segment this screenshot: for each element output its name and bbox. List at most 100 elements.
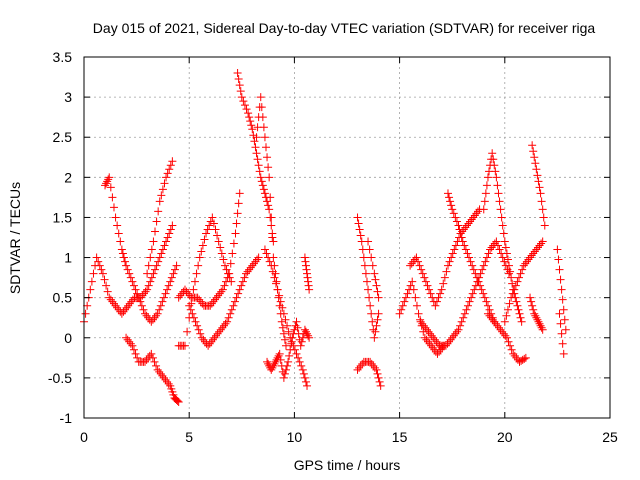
y-axis-label: SDTVAR / TECUs: [7, 182, 23, 294]
chart-title: Day 015 of 2021, Sidereal Day-to-day VTE…: [93, 20, 596, 36]
data-point: [513, 301, 522, 310]
data-point: [469, 265, 478, 274]
data-point: [468, 289, 477, 298]
data-point: [512, 297, 521, 306]
data-point: [511, 281, 520, 290]
data-point: [265, 173, 274, 182]
data-point: [505, 299, 514, 308]
data-point: [372, 365, 381, 374]
data-point: [498, 253, 507, 262]
data-point: [150, 357, 159, 366]
data-point: [108, 297, 117, 306]
data-point: [482, 297, 491, 306]
data-point: [292, 317, 301, 326]
data-point: [532, 245, 541, 254]
data-point: [218, 285, 227, 294]
data-point: [113, 303, 122, 312]
data-point: [236, 87, 245, 96]
data-point: [464, 219, 473, 228]
data-point: [534, 317, 543, 326]
data-point: [152, 217, 161, 226]
data-point: [125, 337, 134, 346]
data-point: [148, 353, 157, 362]
data-point: [248, 261, 257, 270]
data-point: [256, 93, 265, 102]
data-point: [273, 285, 282, 294]
data-point: [368, 317, 377, 326]
data-point: [271, 357, 280, 366]
data-point: [495, 323, 504, 332]
data-point: [370, 363, 379, 372]
data-point: [98, 269, 107, 278]
data-point: [209, 219, 218, 228]
data-point: [495, 197, 504, 206]
data-point: [488, 315, 497, 324]
data-point: [212, 331, 221, 340]
data-point: [234, 289, 243, 298]
x-tick-label: 25: [602, 429, 618, 445]
data-point: [152, 361, 161, 370]
data-point: [302, 265, 311, 274]
data-point: [265, 205, 274, 214]
data-point: [300, 325, 309, 334]
series-z: [555, 309, 568, 358]
data-point: [535, 319, 544, 328]
x-tick-label: 10: [287, 429, 303, 445]
data-point: [150, 313, 159, 322]
data-point: [211, 225, 220, 234]
data-point: [507, 273, 516, 282]
data-point: [408, 277, 417, 286]
data-point: [198, 241, 207, 250]
data-point: [105, 293, 114, 302]
data-point: [505, 261, 514, 270]
data-point: [448, 249, 457, 258]
data-point: [375, 377, 384, 386]
data-point: [516, 269, 525, 278]
data-point: [258, 181, 267, 190]
data-point: [248, 125, 257, 134]
data-point: [255, 167, 264, 176]
series-e: [174, 189, 244, 310]
data-point: [252, 133, 261, 142]
data-point: [500, 237, 509, 246]
data-point: [518, 265, 527, 274]
data-point: [457, 317, 466, 326]
data-point: [503, 255, 512, 264]
data-point: [467, 215, 476, 224]
data-point: [196, 297, 205, 306]
data-point: [513, 277, 522, 286]
data-point: [160, 241, 169, 250]
data-point: [160, 179, 169, 188]
data-point: [260, 133, 269, 142]
data-point: [423, 281, 432, 290]
data-point: [374, 373, 383, 382]
data-point: [133, 353, 142, 362]
data-point: [252, 149, 261, 158]
data-point: [529, 305, 538, 314]
data-point: [116, 237, 125, 246]
data-point: [420, 273, 429, 282]
data-point: [436, 345, 445, 354]
data-point: [474, 277, 483, 286]
data-point: [279, 373, 288, 382]
data-point: [260, 189, 269, 198]
data-point: [191, 317, 200, 326]
data-point: [480, 197, 489, 206]
data-point: [512, 353, 521, 362]
data-point: [458, 237, 467, 246]
data-point: [433, 349, 442, 358]
data-point: [532, 313, 541, 322]
data-point: [415, 261, 424, 270]
data-point: [294, 353, 303, 362]
data-point: [527, 297, 536, 306]
data-point: [268, 363, 277, 372]
data-point: [418, 319, 427, 328]
data-point: [197, 247, 206, 256]
data-point: [558, 339, 567, 348]
data-point: [192, 269, 201, 278]
data-point: [126, 339, 135, 348]
data-point: [367, 253, 376, 262]
data-point: [121, 305, 130, 314]
data-point: [499, 329, 508, 338]
data-point: [146, 277, 155, 286]
